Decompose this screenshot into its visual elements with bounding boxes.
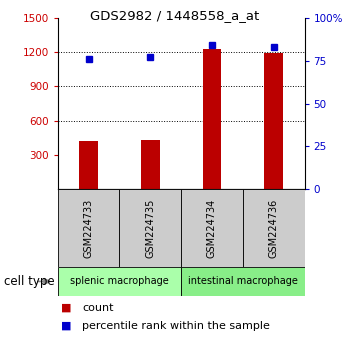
Text: intestinal macrophage: intestinal macrophage (188, 276, 298, 286)
Text: cell type: cell type (4, 275, 54, 288)
Text: percentile rank within the sample: percentile rank within the sample (82, 321, 270, 331)
Text: GSM224735: GSM224735 (145, 199, 155, 258)
Text: splenic macrophage: splenic macrophage (70, 276, 169, 286)
Bar (119, 189, 181, 267)
Bar (181, 267, 304, 296)
Text: GDS2982 / 1448558_a_at: GDS2982 / 1448558_a_at (90, 9, 260, 22)
Bar (79, 141, 98, 189)
Bar (181, 189, 243, 267)
Text: GSM224734: GSM224734 (207, 199, 217, 258)
Text: ■: ■ (61, 321, 72, 331)
Bar (58, 267, 181, 296)
Bar (58, 189, 119, 267)
Text: ■: ■ (61, 303, 72, 313)
Bar (203, 48, 221, 189)
Bar (243, 189, 304, 267)
Text: GSM224736: GSM224736 (269, 199, 279, 258)
Text: GSM224733: GSM224733 (84, 199, 93, 258)
Bar (141, 140, 160, 189)
Text: count: count (82, 303, 114, 313)
Bar (264, 53, 283, 189)
